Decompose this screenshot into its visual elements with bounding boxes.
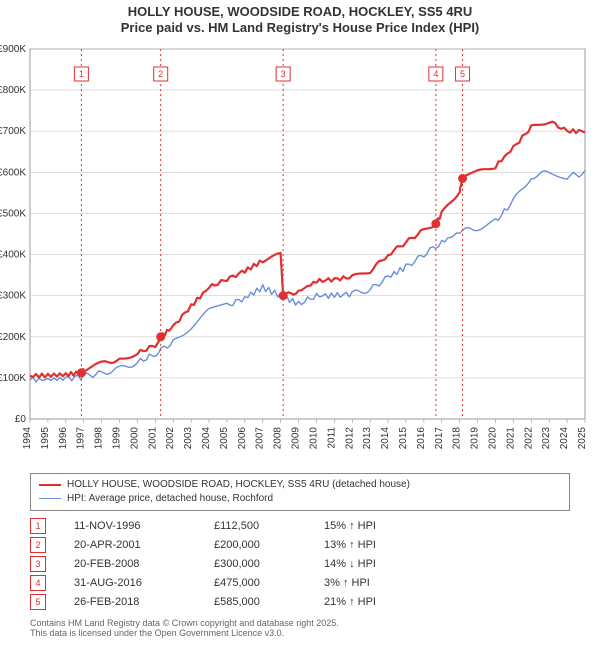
svg-text:£700K: £700K — [0, 126, 26, 137]
svg-text:2018: 2018 — [452, 426, 463, 449]
svg-text:1: 1 — [79, 69, 84, 79]
svg-text:2021: 2021 — [505, 426, 516, 449]
title-line1: HOLLY HOUSE, WOODSIDE ROAD, HOCKLEY, SS5… — [4, 4, 596, 20]
footer-attribution: Contains HM Land Registry data © Crown c… — [30, 618, 570, 640]
transaction-row: 1 11-NOV-1996£112,50015% ↑ HPI — [30, 517, 570, 536]
svg-text:2015: 2015 — [398, 426, 409, 449]
svg-text:2005: 2005 — [219, 426, 230, 449]
transaction-num: 4 — [30, 575, 46, 591]
transaction-row: 4 31-AUG-2016£475,0003% ↑ HPI — [30, 574, 570, 593]
svg-text:£200K: £200K — [0, 331, 26, 342]
svg-text:2007: 2007 — [255, 426, 266, 449]
transaction-date: 31-AUG-2016 — [74, 577, 214, 589]
legend-row-house: HOLLY HOUSE, WOODSIDE ROAD, HOCKLEY, SS5… — [39, 478, 561, 492]
transaction-date: 26-FEB-2018 — [74, 596, 214, 608]
transaction-date: 20-APR-2001 — [74, 539, 214, 551]
svg-text:4: 4 — [433, 69, 438, 79]
transaction-row: 2 20-APR-2001£200,00013% ↑ HPI — [30, 536, 570, 555]
svg-text:1997: 1997 — [76, 426, 87, 449]
legend-row-hpi: HPI: Average price, detached house, Roch… — [39, 492, 561, 506]
svg-text:£400K: £400K — [0, 249, 26, 260]
chart-title: HOLLY HOUSE, WOODSIDE ROAD, HOCKLEY, SS5… — [0, 0, 600, 39]
legend-swatch-house — [39, 484, 61, 486]
transaction-pct: 14% ↓ HPI — [324, 558, 444, 570]
svg-text:2017: 2017 — [434, 426, 445, 449]
title-line2: Price paid vs. HM Land Registry's House … — [4, 20, 596, 36]
svg-text:£300K: £300K — [0, 290, 26, 301]
transaction-row: 3 20-FEB-2008£300,00014% ↓ HPI — [30, 555, 570, 574]
transaction-date: 20-FEB-2008 — [74, 558, 214, 570]
transaction-date: 11-NOV-1996 — [74, 520, 214, 532]
svg-text:5: 5 — [460, 69, 465, 79]
svg-text:2016: 2016 — [416, 426, 427, 449]
svg-text:£100K: £100K — [0, 372, 26, 383]
transaction-pct: 13% ↑ HPI — [324, 539, 444, 551]
legend-label-house: HOLLY HOUSE, WOODSIDE ROAD, HOCKLEY, SS5… — [67, 479, 410, 490]
svg-text:1998: 1998 — [94, 426, 105, 449]
svg-text:2023: 2023 — [541, 426, 552, 449]
svg-text:2004: 2004 — [201, 426, 212, 449]
transaction-price: £475,000 — [214, 577, 324, 589]
svg-text:1994: 1994 — [22, 426, 33, 449]
svg-text:1999: 1999 — [112, 426, 123, 449]
transaction-price: £585,000 — [214, 596, 324, 608]
svg-text:2000: 2000 — [129, 426, 140, 449]
legend-label-hpi: HPI: Average price, detached house, Roch… — [67, 493, 273, 504]
svg-text:£0: £0 — [15, 414, 27, 425]
transaction-pct: 21% ↑ HPI — [324, 596, 444, 608]
svg-text:2019: 2019 — [470, 426, 481, 449]
svg-text:3: 3 — [281, 69, 286, 79]
svg-text:£900K: £900K — [0, 44, 26, 55]
transaction-num: 5 — [30, 594, 46, 610]
footer-line1: Contains HM Land Registry data © Crown c… — [30, 618, 570, 629]
transaction-pct: 3% ↑ HPI — [324, 577, 444, 589]
svg-text:2020: 2020 — [487, 426, 498, 449]
svg-text:2025: 2025 — [577, 426, 588, 449]
svg-text:2022: 2022 — [523, 426, 534, 449]
svg-text:2006: 2006 — [237, 426, 248, 449]
transaction-price: £200,000 — [214, 539, 324, 551]
svg-text:2011: 2011 — [326, 426, 337, 448]
svg-text:2014: 2014 — [380, 426, 391, 449]
transaction-price: £112,500 — [214, 520, 324, 532]
legend: HOLLY HOUSE, WOODSIDE ROAD, HOCKLEY, SS5… — [30, 473, 570, 511]
footer-line2: This data is licensed under the Open Gov… — [30, 628, 570, 639]
svg-text:2013: 2013 — [362, 426, 373, 449]
transaction-num: 1 — [30, 518, 46, 534]
transaction-num: 3 — [30, 556, 46, 572]
svg-text:2002: 2002 — [165, 426, 176, 449]
transaction-table: 1 11-NOV-1996£112,50015% ↑ HPI 2 20-APR-200… — [30, 517, 570, 612]
transaction-pct: 15% ↑ HPI — [324, 520, 444, 532]
svg-text:1995: 1995 — [40, 426, 51, 449]
svg-text:2: 2 — [158, 69, 163, 79]
transaction-price: £300,000 — [214, 558, 324, 570]
transaction-row: 5 26-FEB-2018£585,00021% ↑ HPI — [30, 593, 570, 612]
legend-swatch-hpi — [39, 498, 61, 499]
svg-text:2012: 2012 — [344, 426, 355, 449]
svg-text:2001: 2001 — [147, 426, 158, 449]
svg-text:2010: 2010 — [308, 426, 319, 449]
svg-text:£500K: £500K — [0, 208, 26, 219]
svg-text:1996: 1996 — [58, 426, 69, 449]
transaction-num: 2 — [30, 537, 46, 553]
svg-text:£600K: £600K — [0, 167, 26, 178]
svg-text:2024: 2024 — [559, 426, 570, 449]
chart-area: £0 £100K £200K £300K £400K £500K £600K £700K £80… — [0, 39, 600, 469]
svg-text:2008: 2008 — [273, 426, 284, 449]
svg-text:2009: 2009 — [291, 426, 302, 449]
svg-text:2003: 2003 — [183, 426, 194, 449]
svg-text:£800K: £800K — [0, 85, 26, 96]
